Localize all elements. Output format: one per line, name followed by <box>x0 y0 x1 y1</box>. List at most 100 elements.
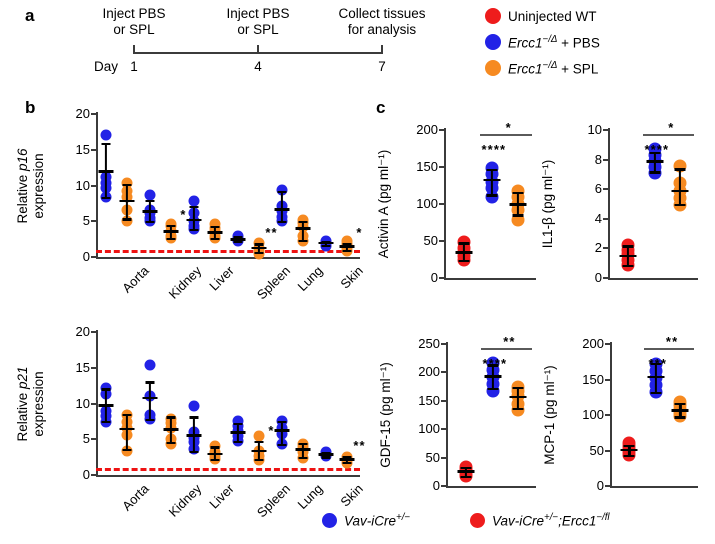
y-axis-tick <box>441 343 446 345</box>
error-bar-cap-top <box>460 466 472 469</box>
error-bar-cap-top <box>623 444 635 447</box>
legend-item: Vav-iCre+/− <box>322 512 410 529</box>
timeline-event-line1: Inject PBS <box>226 6 290 21</box>
error-bar-cap-top <box>189 416 198 419</box>
data-point <box>232 415 243 427</box>
legend-gene-name: Ercc1 <box>508 61 543 77</box>
y-axis-tick-label: 150 <box>418 392 440 408</box>
legend-item: Ercc1−/Δ + PBS <box>485 34 600 51</box>
y-axis <box>446 342 449 486</box>
y-axis-tick-label: 20 <box>75 106 90 121</box>
error-bar-cap-bottom <box>512 214 524 217</box>
legend-color-dot <box>322 512 337 528</box>
legend-genotype-superscript: −/Δ <box>542 34 558 45</box>
error-bar-cap-bottom <box>277 443 286 446</box>
legend-gene-name: Vav-iCre <box>344 513 397 529</box>
mean-line <box>119 427 134 431</box>
error-bar-cap-bottom <box>512 407 524 410</box>
mean-line <box>142 210 157 213</box>
data-point <box>209 218 220 230</box>
error-bar-cap-top <box>254 243 263 246</box>
legend-label: Vav-iCre+/−;Ercc1−/fl <box>492 512 610 529</box>
legend-gene-name-2: Ercc1 <box>561 513 597 529</box>
error-bar-cap-top <box>145 199 154 202</box>
error-bar-cap-bottom <box>342 249 351 253</box>
error-bar-cap-top <box>487 364 499 367</box>
mean-line <box>318 241 333 245</box>
x-axis-category-label: Lung <box>294 263 326 295</box>
error-bar-cap-bottom <box>233 241 242 244</box>
mean-line <box>186 433 201 437</box>
significance-stars: ** <box>265 225 278 241</box>
y-axis-tick-label: 6 <box>594 181 602 197</box>
significance-bracket-stars: * <box>668 120 675 135</box>
y-axis-tick <box>91 438 96 441</box>
y-axis-tick-label: 5 <box>82 213 90 229</box>
y-axis-tick <box>603 217 608 220</box>
error-bar-cap-top <box>277 191 286 194</box>
chart-p21: 0 5 10 15 20 Relative p21 expression Aorta Kidne… <box>15 318 368 523</box>
error-bar <box>192 416 195 451</box>
y-axis-tick-label: 0 <box>82 249 90 264</box>
x-axis <box>96 257 360 260</box>
timeline-day-number: 1 <box>130 59 138 74</box>
y-axis-tick-label: 4 <box>594 210 602 226</box>
x-axis-category-label: Skin <box>337 481 366 510</box>
y-axis-tick <box>605 485 610 487</box>
error-bar-cap-top <box>189 206 198 209</box>
legend-item: Vav-iCre+/−;Ercc1−/fl <box>470 512 610 529</box>
error-bar-cap-bottom <box>298 457 307 460</box>
y-axis-tick-label: 0 <box>430 270 438 285</box>
legend-genotype-superscript-2: −/fl <box>596 512 610 523</box>
legend-genotype-superscript: +/− <box>544 512 559 523</box>
mean-line <box>274 208 289 211</box>
y-axis <box>444 128 447 278</box>
y-axis-tick-label: 50 <box>423 233 438 248</box>
y-axis-tick-label: 10 <box>75 395 90 411</box>
error-bar-cap-top <box>101 388 110 391</box>
y-axis-tick <box>441 428 446 431</box>
significance-bracket <box>480 348 532 351</box>
y-axis-title: GDF-15 (pg ml⁻¹) <box>378 362 393 468</box>
y-axis-tick-label: 15 <box>75 141 90 157</box>
y-axis-tick <box>605 449 610 452</box>
legend-item: Ercc1−/Δ + SPL <box>485 60 598 77</box>
legend-color-dot <box>485 34 501 51</box>
mean-line <box>163 428 178 431</box>
error-bar-cap-top <box>342 242 351 245</box>
y-axis-tick <box>603 247 608 250</box>
x-axis-category-label: Lung <box>294 481 326 513</box>
timeline-tick <box>257 45 259 54</box>
reference-line <box>96 249 360 253</box>
y-axis-tick-label: 0 <box>432 478 440 493</box>
mean-line <box>339 245 354 248</box>
error-bar <box>280 191 283 222</box>
y-axis-title: Activin A (pg ml⁻¹) <box>376 149 391 259</box>
legend-genotype-superscript: +/− <box>396 512 411 523</box>
y-axis <box>610 342 613 486</box>
y-axis-title: IL1-β (pg ml⁻¹) <box>540 159 555 249</box>
y-axis-tick <box>441 456 446 459</box>
y-axis-title-line1: Relative p16 <box>14 147 30 224</box>
y-axis-tick <box>605 414 610 416</box>
mean-line <box>646 160 664 163</box>
timeline-day-number: 4 <box>254 59 262 74</box>
error-bar-cap-top <box>674 402 686 406</box>
legend-gene-name: Ercc1 <box>508 35 543 51</box>
timeline-event-label: Inject PBS or SPL <box>68 6 200 38</box>
significance-group-stars: **** <box>644 142 670 157</box>
significance-group-stars: **** <box>481 142 507 157</box>
significance-stars: * <box>180 206 187 222</box>
error-bar-cap-top <box>486 169 498 172</box>
y-axis-tick-label: 200 <box>418 364 440 380</box>
y-axis-tick <box>603 158 608 161</box>
mean-line <box>142 396 157 400</box>
error-bar-cap-top <box>321 240 330 243</box>
y-axis-tick <box>441 371 446 374</box>
significance-bracket <box>479 134 532 137</box>
significance-stars: * <box>356 224 363 240</box>
mean-line <box>186 218 201 222</box>
y-axis-tick <box>91 256 96 258</box>
mean-line <box>163 230 178 233</box>
y-axis-title-gene: p21 <box>14 365 30 389</box>
